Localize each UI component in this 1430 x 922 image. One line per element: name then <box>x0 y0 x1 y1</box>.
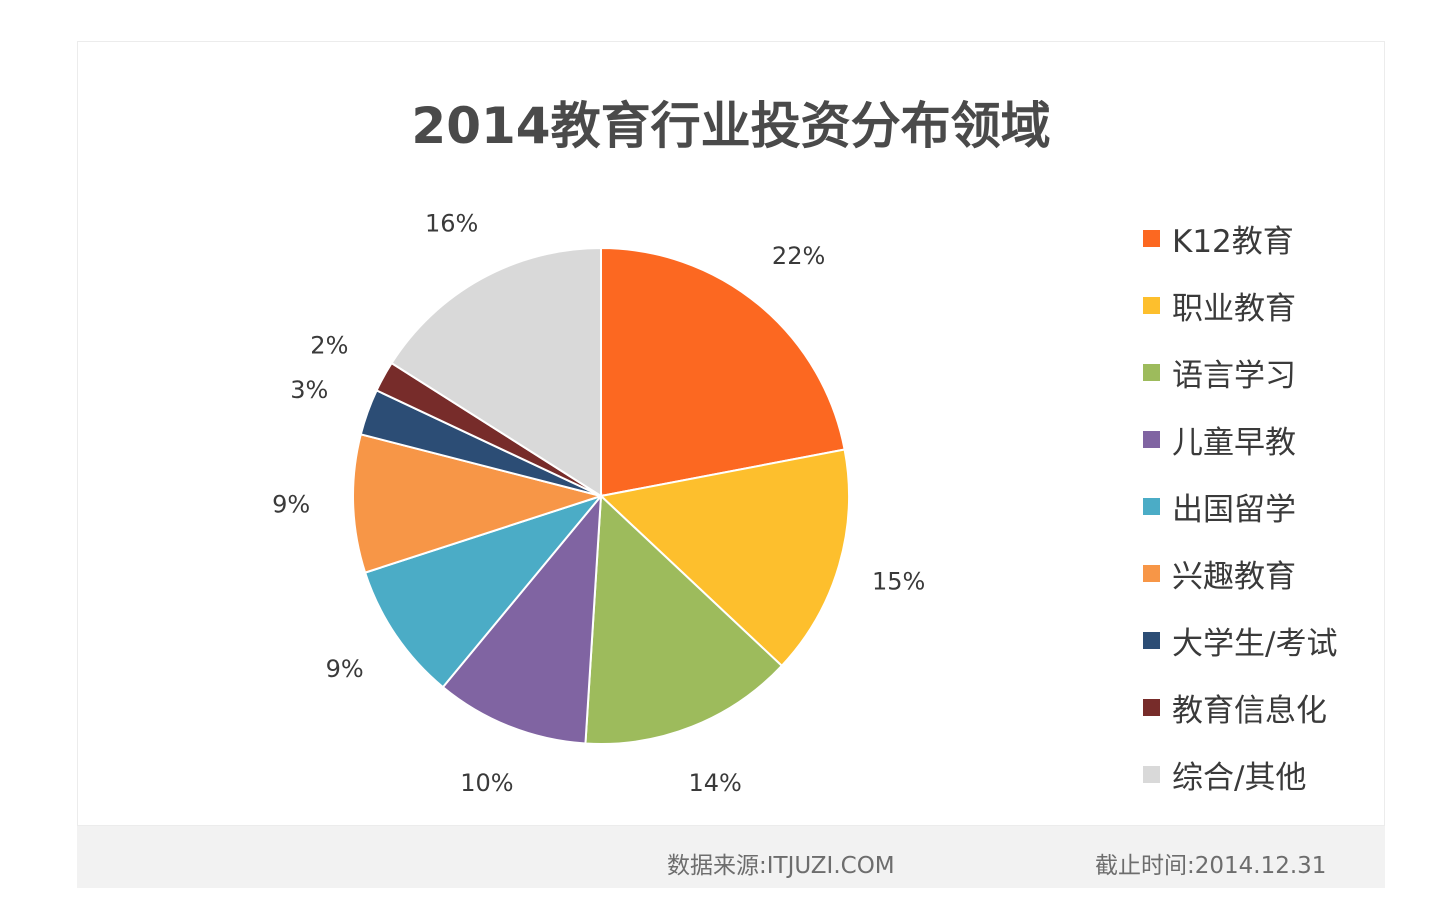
legend-label: 出国留学 <box>1172 492 1296 528</box>
legend-label: 职业教育 <box>1172 291 1296 327</box>
legend-swatch <box>1143 632 1160 649</box>
pie-slice-1 <box>600 246 846 498</box>
slice-value-label: 9% <box>272 491 310 519</box>
pie-slice-2 <box>598 448 850 668</box>
slice-value-label: 2% <box>310 332 348 360</box>
pie-slice-9 <box>390 246 602 498</box>
legend-item: 教育信息化 <box>1143 674 1423 741</box>
legend-swatch <box>1143 498 1160 515</box>
legend-item: 综合/其他 <box>1143 741 1423 808</box>
legend-item: 兴趣教育 <box>1143 540 1423 607</box>
legend-label: 儿童早教 <box>1172 425 1296 461</box>
legend-swatch <box>1143 230 1160 247</box>
slice-value-label: 16% <box>425 209 478 237</box>
slice-value-label: 9% <box>326 655 364 683</box>
legend-label: K12教育 <box>1172 224 1294 260</box>
legend-swatch <box>1143 766 1160 783</box>
legend-label: 大学生/考试 <box>1172 626 1338 662</box>
slice-value-label: 15% <box>872 567 925 595</box>
pie-slice-4 <box>441 492 603 745</box>
legend-item: K12教育 <box>1143 205 1423 272</box>
legend-label: 兴趣教育 <box>1172 559 1296 595</box>
legend-item: 职业教育 <box>1143 272 1423 339</box>
legend-label: 综合/其他 <box>1172 760 1307 796</box>
chart-legend: K12教育职业教育语言学习儿童早教出国留学兴趣教育大学生/考试 教育信息化综合/其… <box>1143 205 1423 808</box>
legend-item: 儿童早教 <box>1143 406 1423 473</box>
legend-item: 语言学习 <box>1143 339 1423 406</box>
legend-label: 教育信息化 <box>1172 693 1327 729</box>
legend-item: 出国留学 <box>1143 473 1423 540</box>
legend-swatch <box>1143 297 1160 314</box>
data-source-text: 数据来源:ITJUZI.COM <box>667 853 895 879</box>
legend-label: 语言学习 <box>1172 358 1296 394</box>
legend-swatch <box>1143 364 1160 381</box>
cutoff-date-text: 截止时间:2014.12.31 <box>1095 853 1327 879</box>
chart-footer: 数据来源:ITJUZI.COM 截止时间:2014.12.31 <box>77 826 1385 888</box>
legend-swatch <box>1143 699 1160 716</box>
chart-title: 2014教育行业投资分布领域 <box>411 97 1051 155</box>
legend-swatch <box>1143 431 1160 448</box>
pie-slice-3 <box>584 493 784 745</box>
slice-value-label: 14% <box>688 769 741 797</box>
legend-item: 大学生/考试 <box>1143 607 1423 674</box>
pie-slice-6 <box>352 433 605 574</box>
slice-value-label: 10% <box>460 769 513 797</box>
pie-slice-5 <box>363 493 604 689</box>
slice-value-label: 3% <box>290 376 328 404</box>
legend-swatch <box>1143 565 1160 582</box>
slice-value-label: 22% <box>772 242 825 270</box>
